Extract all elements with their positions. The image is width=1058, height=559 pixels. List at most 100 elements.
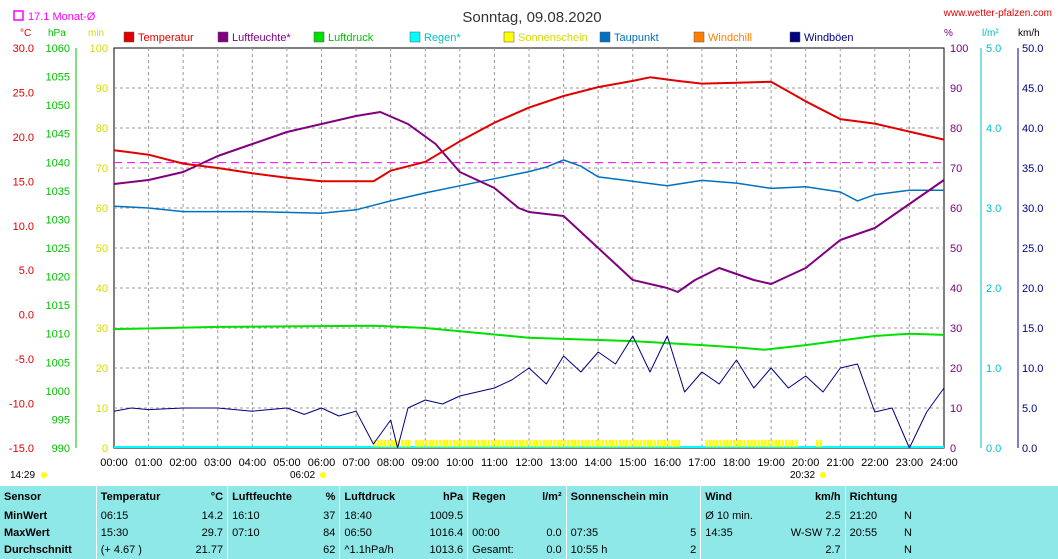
sunshine-bar: [733, 440, 736, 447]
x-tick-label: 10:00: [446, 457, 474, 469]
sunshine-bar: [719, 440, 722, 447]
sunshine-bar: [553, 440, 556, 447]
legend-swatch: [693, 31, 705, 43]
sunshine-bar: [556, 440, 560, 447]
temp-axis-tick: -10.0: [9, 399, 34, 411]
rain-axis-tick: 3.0: [986, 203, 1001, 215]
sunshine-bar: [515, 440, 518, 447]
cell: 14:35: [700, 524, 772, 542]
legend-swatch: [217, 31, 229, 43]
sunshine-bar: [459, 440, 463, 447]
wind-axis-tick: 10.0: [1022, 363, 1043, 375]
humidity-axis-tick: 60: [950, 203, 962, 215]
sunshine-bar: [463, 440, 466, 447]
cell: 1013.6: [429, 544, 464, 557]
sunshine-bar: [501, 440, 504, 447]
wind-axis-tick: 40.0: [1022, 123, 1043, 135]
series-windben: [113, 335, 945, 449]
sunshine-bar: [570, 440, 573, 447]
sunshine-bar: [425, 440, 428, 447]
wind-axis-tick: 25.0: [1022, 243, 1043, 255]
x-tick-label: 17:00: [688, 457, 716, 469]
cell: [531, 507, 566, 524]
sunshine-bar: [712, 440, 715, 447]
legend-label: Windböen: [804, 32, 854, 44]
sunshine-bar: [625, 440, 629, 447]
sunshine-bar: [497, 440, 501, 447]
sunshine-bar: [549, 440, 553, 447]
sunshine-bar: [622, 440, 625, 447]
pressure-axis-tick: 1045: [46, 129, 70, 141]
sunshine-bar: [421, 440, 425, 447]
cell: 84: [323, 527, 336, 540]
wind-axis-tick: 5.0: [1022, 403, 1037, 415]
sunshine-bar: [729, 440, 733, 447]
cell: 2.5: [825, 510, 841, 523]
row-label: MaxWert: [4, 527, 50, 540]
sunshine-bar: [535, 440, 539, 447]
pressure-axis-tick: 1040: [46, 157, 70, 169]
cell: N: [904, 510, 912, 523]
statistics-table: Sensor Temperatur °C Luftfeuchte % Luftd…: [0, 486, 1058, 559]
sunshine-bar: [743, 440, 746, 447]
cell: [844, 541, 895, 559]
cell: 1009.5: [429, 510, 464, 523]
legend-label: Sonnenschein: [518, 32, 588, 44]
sunshine-bar: [632, 440, 636, 447]
rain-axis-tick: 1.0: [986, 363, 1001, 375]
pressure-axis-tick: 1025: [46, 243, 70, 255]
sunshine-bar: [591, 440, 594, 447]
temp-axis-tick: 0.0: [19, 310, 34, 322]
site-link[interactable]: www.wetter-pfalzen.com: [943, 8, 1052, 19]
unit-pressure: hPa: [48, 28, 66, 39]
legend-swatch: [789, 31, 801, 43]
cell: 07:10: [227, 524, 314, 542]
sunshine-bar: [767, 440, 771, 447]
sunshine-bar: [484, 440, 487, 447]
x-tick-label: 23:00: [896, 457, 924, 469]
pressure-axis-tick: 1030: [46, 214, 70, 226]
sunshine-axis-tick: 20: [96, 363, 108, 375]
sunshine-bar: [452, 440, 456, 447]
sunshine-bar: [511, 440, 515, 447]
humidity-axis-tick: 100: [950, 43, 968, 55]
weather-chart: Sonntag, 09.08.2020 www.wetter-pfalzen.c…: [9, 8, 1052, 481]
unit-sunshine: min: [88, 28, 104, 39]
sunshine-bar: [646, 440, 650, 447]
sunshine-bar: [795, 440, 798, 447]
daylength-start-label: 14:29: [10, 470, 35, 481]
sunshine-bar: [663, 440, 667, 447]
humidity-axis-tick: 40: [950, 283, 962, 295]
wind-axis-tick: 30.0: [1022, 203, 1043, 215]
humidity-axis-tick: 80: [950, 123, 962, 135]
cell: Gesamt:: [467, 541, 531, 559]
sunshine-bar: [466, 440, 470, 447]
month-avg-marker-icon: [13, 10, 24, 21]
sunshine-bar: [788, 440, 791, 447]
sunshine-bar: [504, 440, 508, 447]
sunshine-bar: [594, 440, 598, 447]
x-tick-label: 01:00: [135, 457, 163, 469]
cell: 62: [323, 544, 336, 557]
wind-axis-tick: 15.0: [1022, 323, 1043, 335]
sunshine-bar: [563, 440, 567, 447]
sunshine-bar: [608, 440, 611, 447]
x-tick-label: 00:00: [100, 457, 128, 469]
sunshine-bar: [401, 440, 404, 447]
sunshine-bar: [418, 440, 421, 447]
pressure-axis-tick: 995: [52, 414, 70, 426]
sunshine-bar: [577, 440, 580, 447]
sunshine-bar: [380, 440, 383, 447]
sunshine-bar: [757, 440, 760, 447]
chart-grid: [113, 47, 945, 449]
sunshine-bar: [612, 440, 615, 447]
sun-icon: [41, 472, 47, 478]
rain-axis-tick: 0.0: [986, 443, 1001, 455]
sunshine-bar: [546, 440, 549, 447]
sunshine-bar: [736, 440, 739, 447]
stats-header-humidity: Luftfeuchte: [227, 486, 314, 508]
cell: N: [904, 544, 912, 557]
sunshine-bar: [387, 440, 390, 447]
x-tick-label: 05:00: [273, 457, 301, 469]
wind-axis-tick: 45.0: [1022, 83, 1043, 95]
